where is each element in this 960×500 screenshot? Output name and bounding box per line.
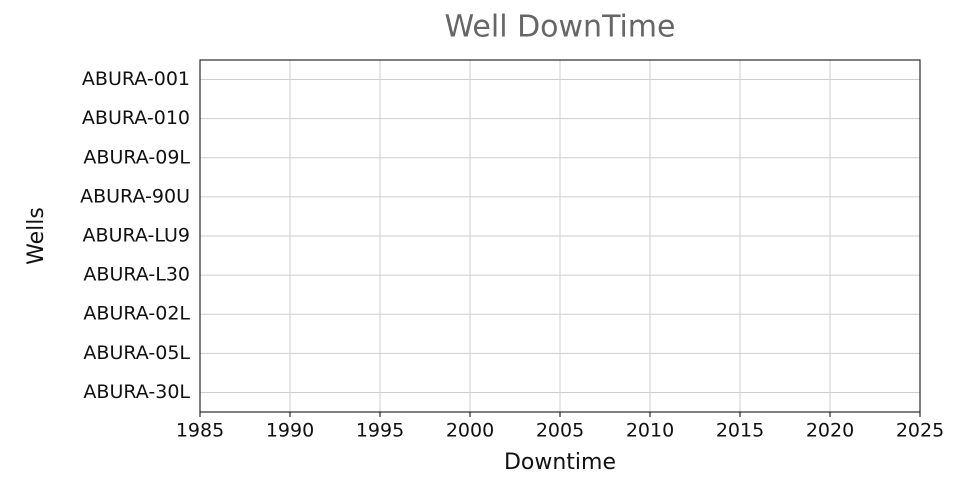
x-tick-label: 2000	[446, 420, 494, 442]
y-tick-label: ABURA-09L	[83, 146, 190, 168]
x-tick-label: 1995	[356, 420, 404, 442]
x-tick-label: 2020	[806, 420, 854, 442]
x-tick-label: 2005	[536, 420, 584, 442]
y-tick-label: ABURA-90U	[80, 185, 190, 207]
y-tick-label: ABURA-010	[82, 107, 190, 129]
y-tick-label: ABURA-30L	[83, 381, 190, 403]
y-tick-label: ABURA-LU9	[83, 225, 190, 247]
x-tick-label: 2025	[896, 420, 944, 442]
y-tick-label: ABURA-02L	[83, 303, 190, 325]
x-axis-label: Downtime	[504, 450, 616, 475]
plot-frame	[199, 59, 921, 413]
y-tick-label: ABURA-001	[82, 68, 190, 90]
x-tick-label: 1985	[176, 420, 224, 442]
y-tick-label: ABURA-L30	[83, 264, 190, 286]
chart-title: Well DownTime	[445, 10, 676, 45]
y-tick-label: ABURA-05L	[83, 342, 190, 364]
y-axis-label: Wells	[24, 207, 49, 265]
x-tick-label: 2010	[626, 420, 674, 442]
x-tick-label: 2015	[716, 420, 764, 442]
x-tick-label: 1990	[266, 420, 314, 442]
